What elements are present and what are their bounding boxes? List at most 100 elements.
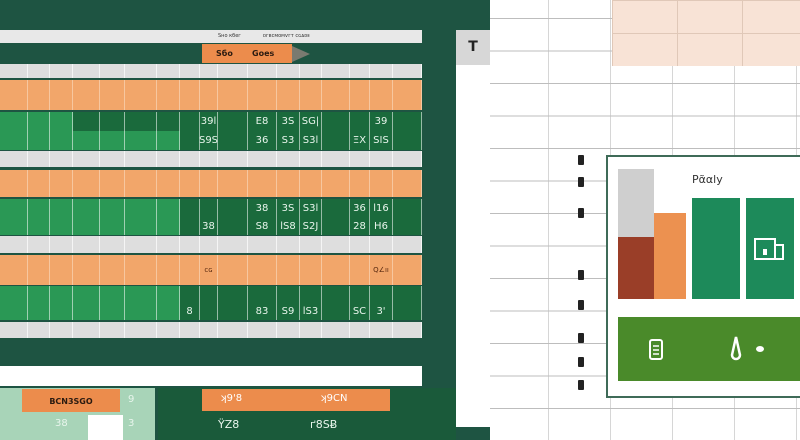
- table-cell[interactable]: 28: [350, 217, 370, 235]
- table-cell[interactable]: [73, 303, 100, 320]
- table-cell[interactable]: [157, 322, 180, 338]
- table-cell[interactable]: [248, 255, 277, 285]
- filter-button[interactable]: T: [456, 30, 490, 65]
- table-cell[interactable]: 8: [180, 303, 200, 320]
- table-cell[interactable]: [157, 236, 180, 253]
- table-cell[interactable]: [125, 112, 157, 131]
- table-cell[interactable]: [0, 217, 28, 235]
- table-cell[interactable]: [157, 286, 180, 303]
- table-cell[interactable]: [28, 199, 50, 217]
- table-cell[interactable]: [218, 112, 248, 131]
- table-cell[interactable]: [350, 322, 370, 338]
- table-cell[interactable]: [73, 112, 100, 131]
- table-cell[interactable]: [277, 80, 300, 110]
- table-cell[interactable]: [322, 112, 350, 131]
- table-cell[interactable]: [125, 217, 157, 235]
- table-cell[interactable]: [322, 131, 350, 150]
- table-cell[interactable]: [350, 286, 370, 303]
- table-cell[interactable]: [200, 286, 218, 303]
- table-cell[interactable]: 36: [248, 131, 277, 150]
- table-cell[interactable]: [300, 170, 322, 197]
- table-cell[interactable]: [28, 255, 50, 285]
- table-cell[interactable]: 3S: [277, 199, 300, 217]
- table-cell[interactable]: [157, 303, 180, 320]
- table-cell[interactable]: [0, 131, 28, 150]
- table-cell[interactable]: [50, 131, 73, 150]
- table-cell[interactable]: [28, 303, 50, 320]
- table-cell[interactable]: lS3: [300, 303, 322, 320]
- table-cell[interactable]: [50, 286, 73, 303]
- table-cell[interactable]: [322, 217, 350, 235]
- table-cell[interactable]: [350, 64, 370, 78]
- table-cell[interactable]: Q∠ıı: [370, 255, 393, 285]
- table-cell[interactable]: [125, 322, 157, 338]
- table-cell[interactable]: [350, 236, 370, 253]
- table-cell[interactable]: [393, 64, 422, 78]
- table-cell[interactable]: ᴄɢ: [200, 255, 218, 285]
- table-cell[interactable]: [218, 303, 248, 320]
- clipboard-icon[interactable]: [648, 337, 664, 361]
- table-cell[interactable]: [200, 64, 218, 78]
- table-cell[interactable]: [180, 80, 200, 110]
- table-cell[interactable]: [50, 112, 73, 131]
- table-cell[interactable]: [393, 199, 422, 217]
- table-cell[interactable]: [28, 112, 50, 131]
- table-cell[interactable]: [0, 303, 28, 320]
- table-cell[interactable]: [218, 255, 248, 285]
- table-cell[interactable]: [200, 303, 218, 320]
- table-cell[interactable]: [218, 151, 248, 167]
- table-cell[interactable]: [0, 64, 28, 78]
- table-cell[interactable]: [200, 199, 218, 217]
- table-cell[interactable]: [248, 286, 277, 303]
- table-cell[interactable]: [180, 286, 200, 303]
- table-cell[interactable]: [157, 80, 180, 110]
- table-cell[interactable]: SIS: [370, 131, 393, 150]
- table-cell[interactable]: [393, 286, 422, 303]
- table-cell[interactable]: [322, 151, 350, 167]
- table-cell[interactable]: [100, 322, 125, 338]
- table-cell[interactable]: [370, 286, 393, 303]
- table-cell[interactable]: l16: [370, 199, 393, 217]
- table-cell[interactable]: lS8: [277, 217, 300, 235]
- table-cell[interactable]: [157, 217, 180, 235]
- table-cell[interactable]: [322, 64, 350, 78]
- table-cell[interactable]: [180, 64, 200, 78]
- table-cell[interactable]: [28, 151, 50, 167]
- table-cell[interactable]: [200, 151, 218, 167]
- table-cell[interactable]: E8: [248, 112, 277, 131]
- table-cell[interactable]: [393, 255, 422, 285]
- table-cell[interactable]: [218, 131, 248, 150]
- table-cell[interactable]: [28, 170, 50, 197]
- table-cell[interactable]: [73, 80, 100, 110]
- table-cell[interactable]: SG|: [300, 112, 322, 131]
- table-cell[interactable]: [350, 112, 370, 131]
- table-cell[interactable]: [157, 112, 180, 131]
- table-cell[interactable]: [393, 322, 422, 338]
- table-cell[interactable]: [50, 303, 73, 320]
- table-cell[interactable]: [125, 80, 157, 110]
- table-cell[interactable]: [180, 131, 200, 150]
- table-cell[interactable]: [73, 255, 100, 285]
- table-cell[interactable]: [28, 217, 50, 235]
- table-cell[interactable]: [0, 286, 28, 303]
- table-cell[interactable]: [0, 322, 28, 338]
- table-cell[interactable]: [157, 131, 180, 150]
- table-cell[interactable]: [100, 199, 125, 217]
- table-cell[interactable]: [28, 131, 50, 150]
- table-cell[interactable]: [393, 303, 422, 320]
- table-cell[interactable]: [350, 80, 370, 110]
- table-cell[interactable]: S9: [277, 303, 300, 320]
- table-cell[interactable]: 36: [350, 199, 370, 217]
- table-cell[interactable]: 83: [248, 303, 277, 320]
- table-cell[interactable]: [277, 236, 300, 253]
- table-cell[interactable]: [73, 199, 100, 217]
- table-cell[interactable]: [0, 151, 28, 167]
- table-cell[interactable]: [200, 322, 218, 338]
- table-cell[interactable]: S9S: [199, 131, 218, 150]
- table-cell[interactable]: [28, 64, 50, 78]
- table-cell[interactable]: [370, 80, 393, 110]
- table-cell[interactable]: [50, 199, 73, 217]
- table-cell[interactable]: [322, 303, 350, 320]
- table-cell[interactable]: [28, 322, 50, 338]
- table-cell[interactable]: [73, 286, 100, 303]
